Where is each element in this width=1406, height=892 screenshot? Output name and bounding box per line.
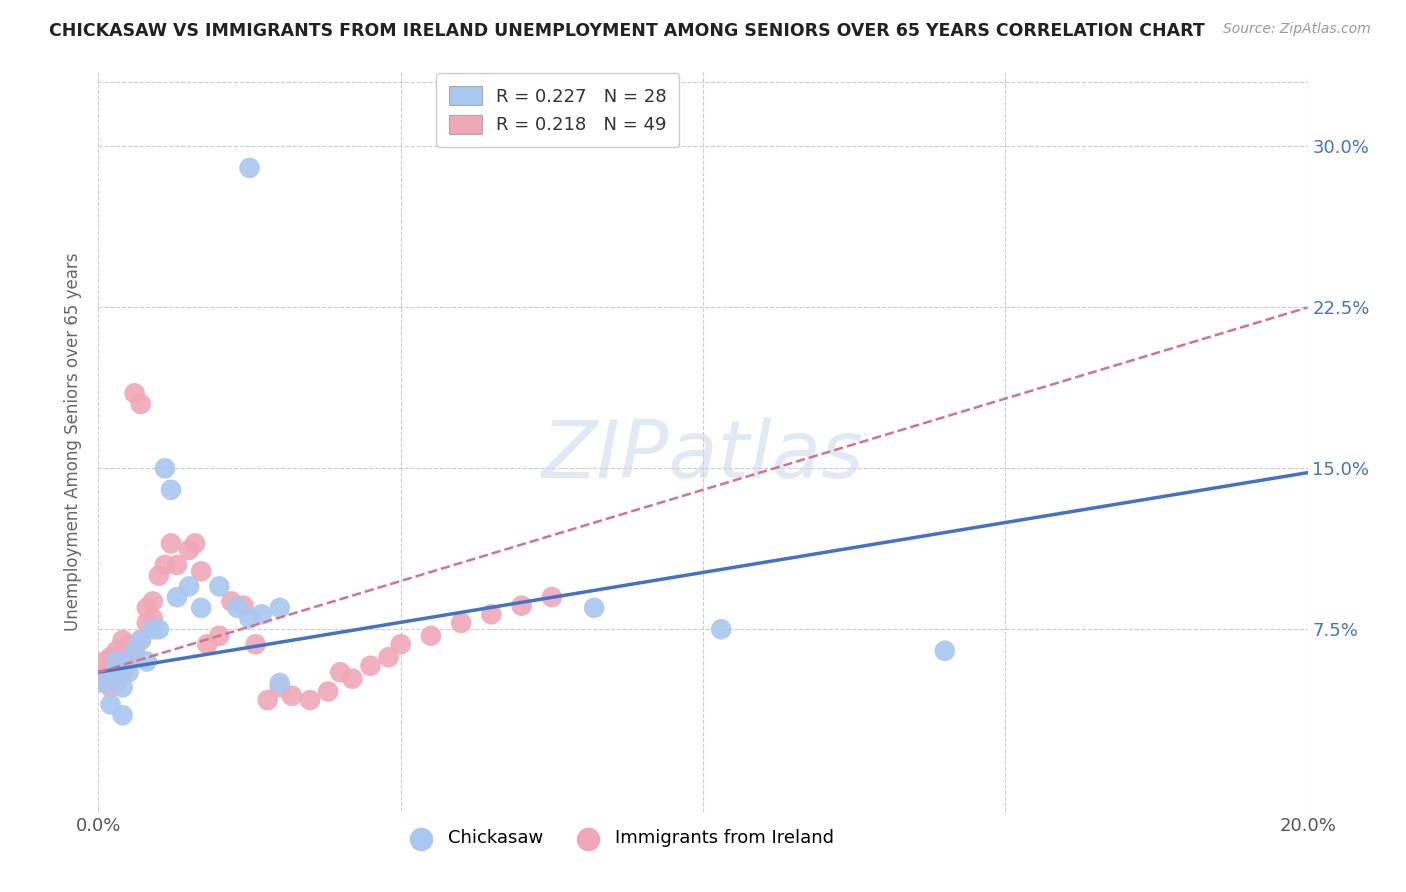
Point bbox=[111, 680, 134, 694]
Point bbox=[105, 658, 128, 673]
Point bbox=[316, 684, 339, 698]
Point bbox=[179, 579, 201, 593]
Point bbox=[111, 633, 134, 648]
Point bbox=[281, 689, 304, 703]
Point bbox=[160, 536, 183, 550]
Point bbox=[129, 633, 152, 648]
Point bbox=[118, 665, 141, 680]
Point bbox=[389, 637, 412, 651]
Point bbox=[269, 600, 291, 615]
Point bbox=[360, 658, 382, 673]
Point bbox=[245, 637, 267, 651]
Point bbox=[195, 637, 218, 651]
Point bbox=[450, 615, 472, 630]
Point bbox=[135, 615, 157, 630]
Point bbox=[129, 633, 152, 648]
Point bbox=[377, 650, 399, 665]
Point bbox=[710, 623, 733, 637]
Point bbox=[142, 611, 165, 625]
Point bbox=[93, 665, 115, 680]
Point bbox=[190, 565, 212, 579]
Point bbox=[93, 655, 115, 669]
Point bbox=[342, 672, 364, 686]
Text: Source: ZipAtlas.com: Source: ZipAtlas.com bbox=[1223, 22, 1371, 37]
Point bbox=[111, 658, 134, 673]
Point bbox=[250, 607, 273, 622]
Point bbox=[100, 665, 122, 680]
Point bbox=[118, 655, 141, 669]
Point bbox=[111, 650, 134, 665]
Point bbox=[111, 665, 134, 680]
Point bbox=[179, 542, 201, 557]
Point bbox=[221, 594, 243, 608]
Point bbox=[129, 397, 152, 411]
Text: ZIPatlas: ZIPatlas bbox=[541, 417, 865, 495]
Y-axis label: Unemployment Among Seniors over 65 years: Unemployment Among Seniors over 65 years bbox=[65, 252, 83, 631]
Point bbox=[190, 600, 212, 615]
Point bbox=[135, 655, 157, 669]
Point bbox=[105, 655, 128, 669]
Point bbox=[93, 676, 115, 690]
Point bbox=[184, 536, 207, 550]
Point bbox=[299, 693, 322, 707]
Point bbox=[256, 693, 278, 707]
Point bbox=[100, 698, 122, 712]
Point bbox=[100, 650, 122, 665]
Point bbox=[124, 386, 146, 401]
Point bbox=[148, 568, 170, 582]
Point bbox=[153, 558, 176, 572]
Point bbox=[148, 623, 170, 637]
Point bbox=[124, 644, 146, 658]
Point bbox=[232, 599, 254, 613]
Point bbox=[540, 590, 562, 604]
Point bbox=[105, 676, 128, 690]
Point bbox=[100, 680, 122, 694]
Point bbox=[239, 611, 262, 625]
Legend: Chickasaw, Immigrants from Ireland: Chickasaw, Immigrants from Ireland bbox=[395, 822, 841, 855]
Point bbox=[208, 629, 231, 643]
Point bbox=[105, 665, 128, 680]
Point bbox=[124, 644, 146, 658]
Point bbox=[226, 600, 249, 615]
Point bbox=[269, 680, 291, 694]
Point bbox=[239, 161, 262, 175]
Text: CHICKASAW VS IMMIGRANTS FROM IRELAND UNEMPLOYMENT AMONG SENIORS OVER 65 YEARS CO: CHICKASAW VS IMMIGRANTS FROM IRELAND UNE… bbox=[49, 22, 1205, 40]
Point bbox=[153, 461, 176, 475]
Point bbox=[583, 600, 606, 615]
Point bbox=[105, 644, 128, 658]
Point bbox=[118, 637, 141, 651]
Point bbox=[166, 590, 188, 604]
Point bbox=[329, 665, 352, 680]
Point bbox=[269, 676, 291, 690]
Point bbox=[510, 599, 533, 613]
Point bbox=[160, 483, 183, 497]
Point bbox=[481, 607, 503, 622]
Point bbox=[208, 579, 231, 593]
Point bbox=[142, 594, 165, 608]
Point bbox=[111, 708, 134, 723]
Point bbox=[420, 629, 443, 643]
Point bbox=[93, 676, 115, 690]
Point bbox=[166, 558, 188, 572]
Point bbox=[142, 623, 165, 637]
Point bbox=[934, 644, 956, 658]
Point bbox=[135, 600, 157, 615]
